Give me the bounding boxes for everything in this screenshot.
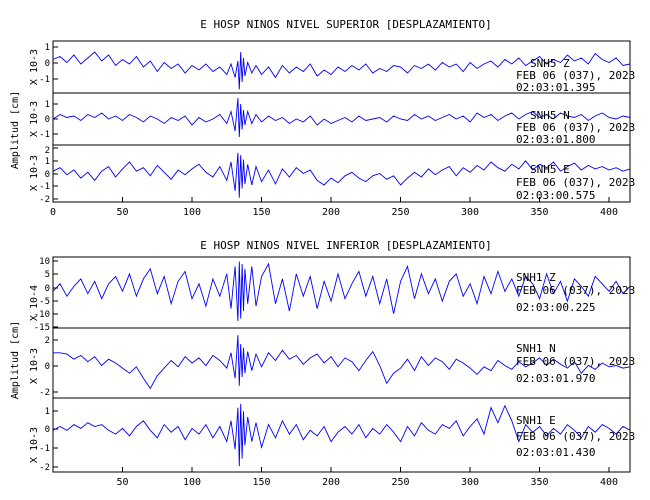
x-tick-label: 350	[530, 207, 548, 218]
x-tick-label: 0	[50, 207, 56, 218]
panel-scale: X 10-3	[29, 348, 40, 384]
x-tick-label: 150	[252, 207, 270, 218]
y-tick-label: 0	[45, 59, 50, 69]
panel-snh1-e: X 10-3 1 0 -1 -2 SNH1 E FEB 06 (037), 20…	[29, 397, 635, 473]
record-date: FEB 06 (037), 2023	[516, 121, 635, 134]
record-date: FEB 06 (037), 2023	[516, 284, 635, 297]
station-label: SNH5 Z FEB 06 (037), 2023 02:03:01.395	[516, 57, 635, 94]
y-axis: 1 0 -1	[39, 43, 58, 85]
panel-snh5-e: X 10-3 2 1 0 -1 -2 SNH5 E FEB 06 (037), …	[29, 144, 635, 205]
y-axis: 1 0 -1 -2	[39, 407, 58, 473]
y-tick-label: 1	[45, 100, 50, 110]
station-name: SNH5 N	[530, 109, 570, 122]
station-name: SNH5 E	[530, 163, 570, 176]
chart-title: E HOSP NINOS NIVEL SUPERIOR [DESPLAZAMIE…	[200, 18, 491, 31]
station-name: SNH5 Z	[530, 57, 570, 70]
panel-scale: X 10-3	[29, 427, 40, 463]
panel-scale: X 10-3	[29, 101, 40, 137]
x-tick-label: 250	[391, 477, 409, 488]
y-tick-label: 1	[45, 407, 50, 417]
station-label: SNH1 N FEB 06 (037), 2023 02:03:01.970	[516, 342, 635, 385]
trace-line	[52, 97, 631, 138]
y-tick-label: 2	[45, 336, 50, 346]
x-tick-label: 400	[600, 207, 618, 218]
y-tick-label: -2	[39, 195, 50, 205]
station-name: SNH1 Z	[516, 271, 556, 284]
record-date: FEB 06 (037), 2023	[516, 430, 635, 443]
record-time: 02:03:01.430	[516, 446, 595, 459]
trace-line	[52, 403, 631, 467]
y-tick-label: -1	[39, 130, 50, 140]
station-label: SNH5 N FEB 06 (037), 2023 02:03:01.800	[516, 109, 635, 146]
x-tick-label: 50	[116, 477, 128, 488]
y-tick-label: -1	[39, 444, 50, 454]
x-tick-label: 250	[391, 207, 409, 218]
y-axis-label: Amplitud [cm]	[10, 321, 21, 399]
y-tick-label: 0	[45, 362, 50, 372]
x-tick-label: 200	[322, 207, 340, 218]
y-tick-label: 0	[45, 170, 50, 180]
panel-frame	[52, 397, 631, 473]
chart-inferior: E HOSP NINOS NIVEL INFERIOR [DESPLAZAMIE…	[10, 239, 635, 488]
station-label: SNH5 E FEB 06 (037), 2023 02:03:00.575	[516, 163, 635, 202]
station-label: SNH1 Z FEB 06 (037), 2023 02:03:00.225	[516, 271, 635, 314]
x-tick-label: 100	[183, 477, 201, 488]
y-tick-label: 2	[45, 146, 50, 156]
station-name: SNH1 E	[516, 414, 556, 427]
record-date: FEB 06 (037), 2023	[516, 355, 635, 368]
panel-snh1-n: X 10-3 2 0 -2 SNH1 N FEB 06 (037), 2023 …	[29, 327, 635, 399]
record-time: 02:03:00.225	[516, 301, 595, 314]
record-date: FEB 06 (037), 2023	[516, 69, 635, 82]
y-tick-label: 1	[45, 43, 50, 53]
y-axis: 1 0 -1	[39, 100, 58, 140]
record-time: 02:03:00.575	[516, 189, 595, 202]
x-tick-label: 50	[116, 207, 128, 218]
x-tick-label: 300	[461, 477, 479, 488]
y-axis: 2 0 -2	[39, 336, 58, 398]
x-tick-label: 100	[183, 207, 201, 218]
x-axis: 0 50 100 150 200 250 300 350 400	[50, 197, 618, 218]
panel-scale: X 10-3	[29, 49, 40, 85]
panel-snh5-n: X 10-3 1 0 -1 SNH5 N FEB 06 (037), 2023 …	[29, 92, 635, 146]
record-time: 02:03:01.970	[516, 372, 595, 385]
y-tick-label: 0	[45, 425, 50, 435]
y-tick-label: -2	[39, 388, 50, 398]
chart-superior: E HOSP NINOS NIVEL SUPERIOR [DESPLAZAMIE…	[10, 18, 635, 218]
y-tick-label: -15	[34, 323, 50, 333]
y-tick-label: 0	[45, 284, 50, 294]
station-label: SNH1 E FEB 06 (037), 2023 02:03:01.430	[516, 414, 635, 459]
trace-line	[52, 261, 631, 322]
y-axis-label: Amplitud [cm]	[10, 91, 21, 169]
y-tick-label: 1	[45, 157, 50, 167]
x-axis: 50 100 150 200 250 300 350 400	[116, 467, 618, 488]
trace-line	[52, 152, 631, 198]
y-tick-label: -2	[39, 463, 50, 473]
y-axis: 10 5 0 -5 -10 -15	[34, 257, 58, 333]
x-tick-label: 200	[322, 477, 340, 488]
y-tick-label: -10	[34, 310, 50, 320]
y-axis: 2 1 0 -1 -2	[39, 146, 58, 205]
station-name: SNH1 N	[516, 342, 556, 355]
panel-snh5-z: X 10-3 1 0 -1 SNH5 Z FEB 06 (037), 2023 …	[29, 40, 635, 94]
panel-snh1-z: X 10-4 10 5 0 -5 -10 -15 SNH1 Z FEB 06 (…	[29, 256, 635, 333]
y-tick-label: -5	[39, 297, 50, 307]
record-time: 02:03:01.395	[516, 81, 595, 94]
record-time: 02:03:01.800	[516, 133, 595, 146]
y-tick-label: 0	[45, 115, 50, 125]
y-tick-label: -1	[39, 182, 50, 192]
y-tick-label: 5	[45, 270, 50, 280]
x-tick-label: 150	[252, 477, 270, 488]
panel-scale: X 10-3	[29, 155, 40, 191]
panel-scale: X 10-4	[29, 285, 40, 321]
chart-title: E HOSP NINOS NIVEL INFERIOR [DESPLAZAMIE…	[200, 239, 491, 252]
x-tick-label: 400	[600, 477, 618, 488]
trace-line	[53, 335, 631, 390]
x-tick-label: 350	[530, 477, 548, 488]
y-tick-label: -1	[39, 75, 50, 85]
trace-line	[52, 51, 631, 90]
record-date: FEB 06 (037), 2023	[516, 176, 635, 189]
y-tick-label: 10	[39, 257, 50, 267]
x-tick-label: 300	[461, 207, 479, 218]
